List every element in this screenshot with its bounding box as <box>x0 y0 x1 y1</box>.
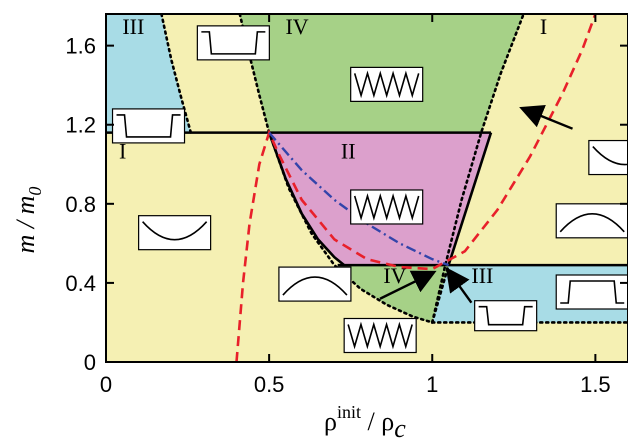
y-axis-label: m / m0 <box>11 187 45 254</box>
annotation-arrow-3 <box>445 267 473 304</box>
plot-frame <box>105 13 628 363</box>
phase-label-III: III <box>122 14 144 39</box>
red-dashed-curve <box>235 14 597 362</box>
x-tick-label: 1 <box>426 372 438 397</box>
phase-label-III: III <box>471 263 493 288</box>
y-tick-label: 0 <box>84 350 96 375</box>
phase-label-IV: IV <box>285 14 308 39</box>
inset-well-box-icon <box>111 108 186 144</box>
inset-well-box-icon <box>196 25 270 61</box>
inset-sawtooth-icon <box>350 189 424 225</box>
boundary-III-IV-upper <box>160 14 193 134</box>
inset-valley-icon <box>138 215 212 251</box>
phase-label-I: I <box>119 138 126 163</box>
region-III-top <box>106 14 191 133</box>
annotation-arrow-2 <box>379 270 437 300</box>
inset-sawtooth-icon <box>343 317 417 354</box>
inset-icons <box>111 25 628 354</box>
y-tick-label: 0.8 <box>65 192 96 217</box>
x-tick-label: 0.5 <box>254 372 285 397</box>
boundary-II-right <box>447 132 493 266</box>
annotation-arrows <box>379 104 573 304</box>
y-tick-label: 1.2 <box>65 113 96 138</box>
x-axis-label: ρinit / ρc <box>324 402 406 440</box>
phase-label-I: I <box>540 14 547 39</box>
x-axis-ticks: 0 0.5 1 1.5 <box>100 14 611 397</box>
boundary-IV-right <box>430 14 525 324</box>
boundary-lower-arc <box>267 131 434 324</box>
y-tick-label: 1.6 <box>65 34 96 59</box>
x-tick-label: 0 <box>100 372 112 397</box>
phase-label-IV: IV <box>383 263 406 288</box>
x-tick-label: 1.5 <box>580 372 611 397</box>
phase-label-II: II <box>341 138 356 163</box>
annotation-arrow-1 <box>519 104 573 130</box>
inset-valley-icon <box>588 139 628 176</box>
y-axis-ticks: 0 0.4 0.8 1.2 1.6 <box>65 34 628 375</box>
inset-sawtooth-icon <box>350 66 424 102</box>
inset-hill-icon <box>278 266 352 302</box>
phase-regions <box>106 14 628 362</box>
inset-hill-icon <box>555 203 628 239</box>
inset-top-hat-icon <box>555 274 628 310</box>
boundary-II-left <box>267 132 345 267</box>
boundary-IV-top-left <box>238 14 271 134</box>
inset-well-box-small-icon <box>474 300 538 332</box>
y-tick-label: 0.4 <box>65 271 96 296</box>
